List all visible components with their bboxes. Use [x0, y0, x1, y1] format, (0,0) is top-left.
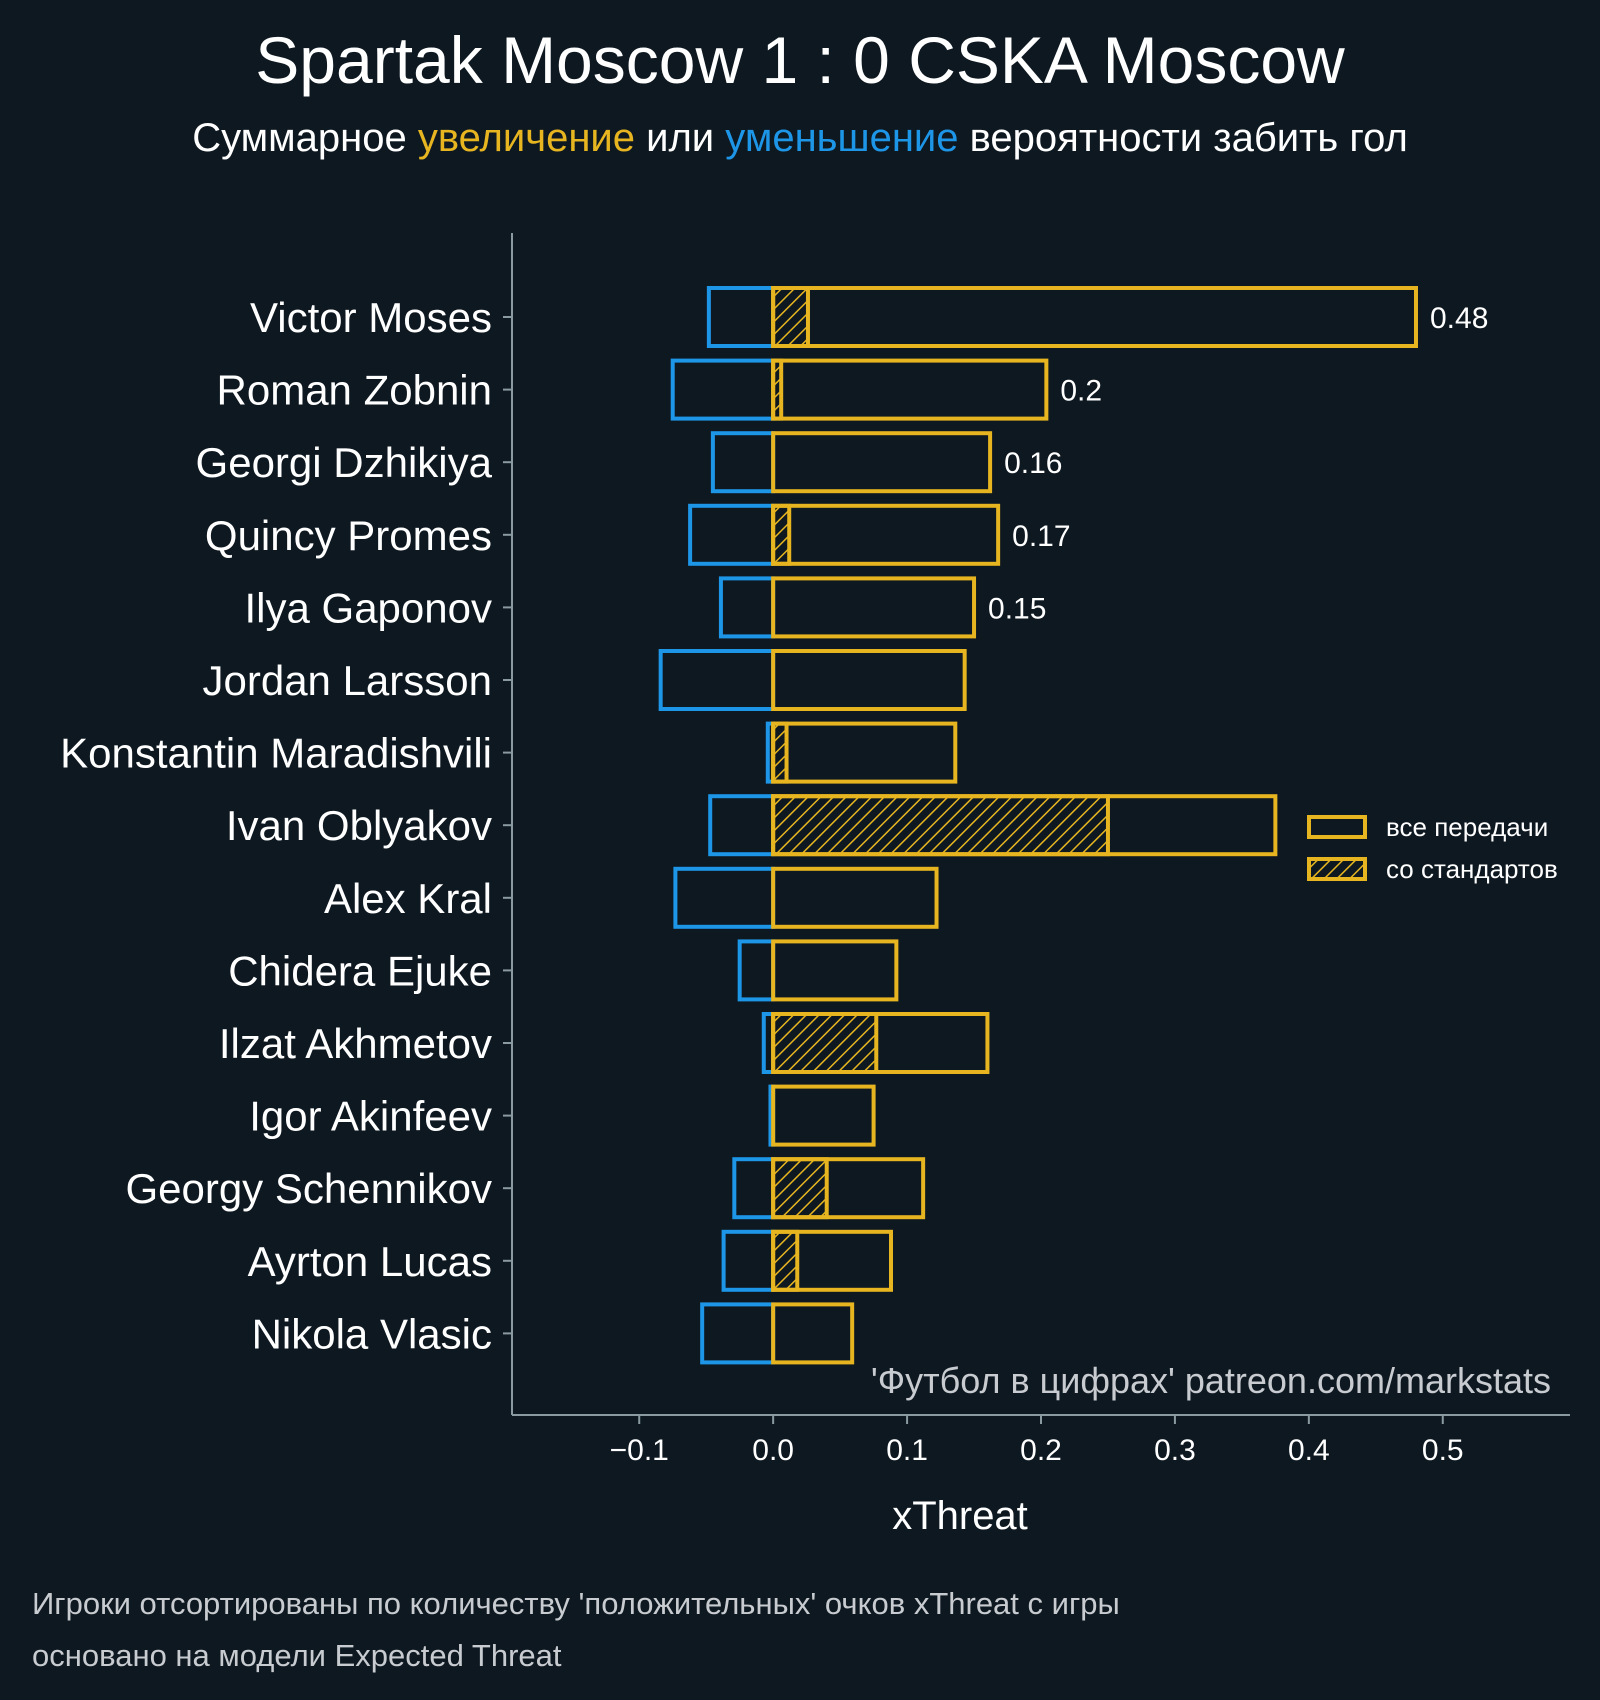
x-tick-label: 0.0: [752, 1434, 794, 1467]
watermark: 'Футбол в цифрах' patreon.com/markstats: [871, 1360, 1551, 1401]
player-label: Ilya Gaponov: [245, 584, 493, 631]
value-label: 0.48: [1430, 302, 1488, 335]
set-piece-bar: [771, 1157, 829, 1220]
subtitle-positive: увеличение: [418, 116, 635, 160]
bars-group: [658, 286, 1418, 1365]
player-label: Igor Akinfeev: [249, 1093, 492, 1140]
legend-label-set-pieces: со стандартов: [1386, 854, 1558, 884]
set-piece-bar: [771, 794, 1110, 857]
player-label: Ilzat Akhmetov: [219, 1020, 492, 1067]
positive-bar: [771, 794, 1278, 857]
x-tick-label: 0.4: [1288, 1434, 1330, 1467]
legend: все передачи со стандартов: [1307, 812, 1558, 884]
legend-label-all-passes: все передачи: [1386, 812, 1548, 842]
subtitle-prefix: Суммарное: [192, 116, 418, 160]
player-label: Alex Kral: [324, 875, 492, 922]
value-label: 0.16: [1004, 447, 1062, 480]
value-label: 0.17: [1012, 520, 1070, 553]
player-label: Chidera Ejuke: [228, 947, 492, 994]
x-tick-label: 0.2: [1020, 1434, 1062, 1467]
subtitle-middle: или: [635, 116, 725, 160]
set-piece-bar: [771, 503, 792, 566]
positive-bar: [771, 431, 993, 494]
player-label: Victor Moses: [250, 294, 492, 341]
player-label: Roman Zobnin: [217, 367, 492, 414]
positive-bar: [771, 866, 939, 929]
axes: −0.1 0.0 0.1 0.2 0.3 0.4 0.5: [503, 233, 1570, 1467]
x-tick-label: −0.1: [610, 1434, 669, 1467]
positive-bar: [771, 1084, 876, 1147]
positive-bar: [771, 939, 899, 1002]
player-label: Quincy Promes: [205, 512, 492, 559]
player-label: Ayrton Lucas: [248, 1238, 492, 1285]
positive-bar: [771, 503, 1001, 566]
footnote-line-1: Игроки отсортированы по количеству 'поло…: [32, 1586, 1120, 1621]
positive-bar: [771, 649, 967, 711]
x-tick-label: 0.5: [1422, 1434, 1464, 1467]
positive-bar: [771, 576, 977, 639]
player-label: Jordan Larsson: [202, 657, 492, 704]
set-piece-bar: [771, 1229, 800, 1292]
set-piece-bar: [771, 286, 810, 348]
x-axis-label: xThreat: [892, 1494, 1028, 1538]
subtitle-negative: уменьшение: [725, 116, 958, 160]
subtitle-suffix: вероятности забить гол: [959, 116, 1408, 160]
positive-bar: [771, 1229, 894, 1292]
positive-bar: [771, 721, 958, 784]
x-tick-label: 0.1: [886, 1434, 928, 1467]
player-label: Konstantin Maradishvili: [60, 730, 492, 777]
player-label: Georgy Schennikov: [125, 1165, 492, 1212]
positive-bar: [771, 1012, 990, 1074]
positive-bar: [771, 358, 1049, 421]
player-label: Nikola Vlasic: [252, 1310, 492, 1357]
footnote-line-2: основано на модели Expected Threat: [32, 1638, 562, 1673]
legend-swatch-set-pieces: [1307, 857, 1367, 881]
value-label: 0.2: [1060, 375, 1102, 408]
positive-bar: [771, 1157, 926, 1220]
x-tick-label: 0.3: [1154, 1434, 1196, 1467]
legend-swatch-all-passes: [1307, 815, 1367, 839]
set-piece-bar: [771, 721, 789, 784]
value-label: 0.15: [988, 592, 1046, 625]
labels-group: Victor Moses 0.48 Roman Zobnin 0.2 Georgi Dz…: [60, 294, 1488, 1357]
player-label: Georgi Dzhikiya: [196, 439, 493, 486]
chart-subtitle: Суммарное увеличение или уменьшение веро…: [192, 116, 1408, 160]
player-label: Ivan Oblyakov: [226, 802, 492, 849]
chart-title: Spartak Moscow 1 : 0 CSKA Moscow: [255, 23, 1345, 97]
positive-bar: [771, 1302, 855, 1365]
positive-bar: [771, 286, 1418, 348]
set-piece-bar: [771, 1012, 879, 1074]
